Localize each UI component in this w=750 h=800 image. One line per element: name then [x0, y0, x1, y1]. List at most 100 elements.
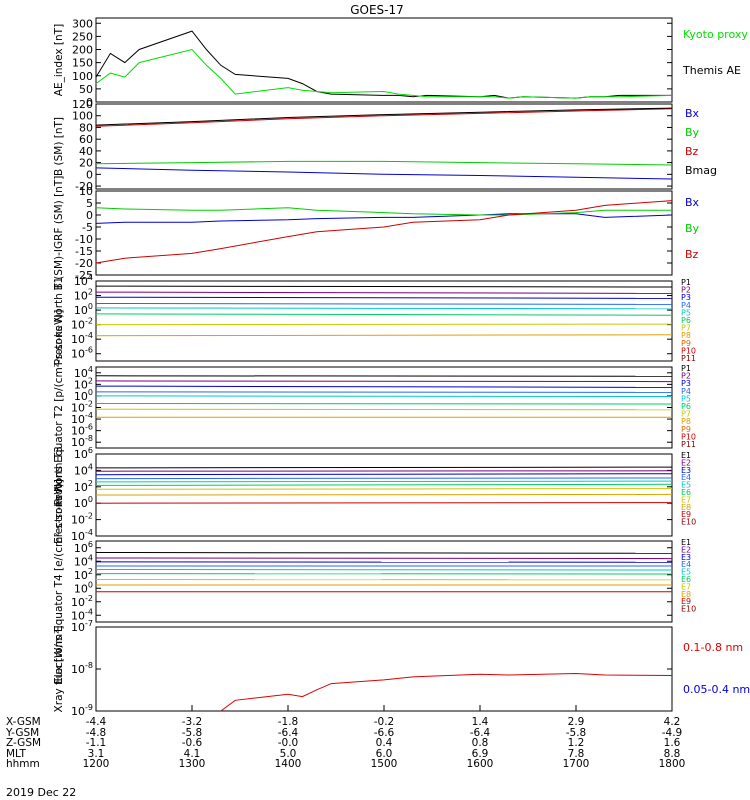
- coord-row-label: MLT: [6, 748, 26, 760]
- coord-value: 1.4: [472, 716, 489, 728]
- coord-value: 4.2: [664, 716, 681, 728]
- series-line-kyoto-proxy-ae: [95, 48, 673, 99]
- legend-entry-p4: P4: [681, 387, 691, 396]
- series-line-e9: [95, 502, 673, 504]
- legend-entry-p11: P11: [681, 354, 696, 363]
- series-line-0-1-0-8-nm: [220, 672, 673, 712]
- legend-entry-kyoto-proxy-ae: Kyoto proxy AE: [683, 28, 750, 41]
- coord-value: -0.2: [374, 716, 395, 728]
- coord-value: -5.8: [182, 727, 203, 739]
- coord-value: -4.9: [662, 727, 683, 739]
- coord-value: 5.0: [280, 748, 297, 760]
- series-line-p4: [95, 391, 673, 393]
- series-line-p6: [95, 403, 673, 405]
- series-line-bx: [95, 167, 673, 180]
- y-axis-label: Electrons North T3: [53, 446, 65, 544]
- y-tick-label: -20: [75, 257, 93, 270]
- coord-value: -6.6: [374, 727, 395, 739]
- coord-value: -1.8: [278, 716, 299, 728]
- legend-entry-p11: P11: [681, 440, 696, 449]
- coord-value: -4.4: [86, 716, 107, 728]
- coord-value: 3.1: [88, 748, 105, 760]
- panel-frame: [95, 540, 673, 623]
- series-line-p8: [95, 334, 673, 337]
- series-line-p5: [95, 307, 673, 310]
- coord-value: 6.9: [472, 748, 489, 760]
- legend-entry-p9: P9: [681, 425, 691, 434]
- series-line-p4: [95, 303, 673, 305]
- legend-entry-bz: Bz: [685, 145, 699, 158]
- y-tick-label: -5: [82, 221, 93, 234]
- y-tick-label: -25: [75, 269, 93, 282]
- coord-value: 0.8: [472, 737, 489, 749]
- legend-entry-e5: E5: [681, 481, 691, 490]
- series-line-e1: [95, 466, 673, 469]
- legend-entry-e1: E1: [681, 451, 691, 460]
- series-line-p5: [95, 395, 673, 397]
- legend-entry-e7: E7: [681, 495, 691, 504]
- series-line-p1: [95, 375, 673, 377]
- legend-entry-e9: E9: [681, 597, 691, 606]
- legend-entry-p7: P7: [681, 324, 691, 333]
- coord-value: 6.0: [376, 748, 393, 760]
- footer-date: 2019 Dec 22: [6, 786, 76, 799]
- series-line-e5: [95, 569, 673, 571]
- y-axis-label: Xray flux [W/m²]: [53, 626, 65, 713]
- coord-row-label: X-GSM: [6, 716, 41, 728]
- legend-entry-p9: P9: [681, 339, 691, 348]
- time-axis: X-GSM -4.4 -3.2 -1.8 -0.2 1.4 2.9 4.2Y-GSM -4.8-…: [5, 705, 685, 770]
- panel-frame: [95, 190, 673, 276]
- series-line-e4: [95, 477, 673, 480]
- series-line-p3: [95, 296, 673, 299]
- legend-entry-by: By: [685, 222, 700, 235]
- y-axis-label: B (SM) [nT]: [53, 117, 65, 176]
- legend-entry-p7: P7: [681, 410, 691, 419]
- coord-value: 0.4: [376, 737, 393, 749]
- coord-value: -5.8: [566, 727, 587, 739]
- legend-entry-p2: P2: [681, 372, 691, 381]
- series-line-e7: [95, 488, 673, 490]
- series-line-p3: [95, 385, 673, 388]
- y-tick-label: 0: [86, 96, 93, 109]
- y-tick-label: 250: [72, 30, 93, 43]
- y-tick-label: -20: [75, 180, 93, 193]
- legend-entry-e3: E3: [681, 553, 691, 562]
- y-tick-label: 50: [79, 83, 93, 96]
- series-line-bz: [95, 108, 673, 127]
- legend-entry-e9: E9: [681, 510, 691, 519]
- legend-entry-e10: E10: [681, 605, 696, 614]
- series-line-e6: [95, 483, 673, 486]
- legend-entry-e4: E4: [681, 473, 691, 482]
- y-tick-label: 120: [72, 98, 93, 111]
- legend-entry-bmag: Bmag: [685, 164, 717, 177]
- legend-entry-e1: E1: [681, 538, 691, 547]
- series-line-by: [95, 160, 673, 166]
- coord-value: 1500: [371, 758, 398, 770]
- series-line-bmag: [95, 107, 673, 126]
- legend-entry-bx: Bx: [685, 196, 700, 209]
- series-line-e1: [95, 552, 673, 554]
- legend-entry-e6: E6: [681, 575, 691, 584]
- y-tick-label: 150: [72, 57, 93, 70]
- y-tick-label: 60: [79, 133, 93, 146]
- legend-entry-p1: P1: [681, 278, 691, 287]
- coord-value: 1.6: [664, 737, 681, 749]
- y-tick-label: -10: [75, 233, 93, 246]
- panel-frame: [95, 280, 673, 362]
- series-line-p1: [95, 285, 673, 288]
- legend-entry-p3: P3: [681, 293, 691, 302]
- series-line-e8: [95, 493, 673, 496]
- legend-entry-e2: E2: [681, 458, 691, 467]
- coord-value: 1700: [563, 758, 590, 770]
- legend-entry-p10: P10: [681, 432, 696, 441]
- y-tick-label: 20: [79, 157, 93, 170]
- legend-entry-p3: P3: [681, 379, 691, 388]
- y-axis-label: Protons Equator T2 [p/(cm²-s-sr-keV)]: [53, 310, 65, 506]
- legend-entry-e7: E7: [681, 582, 691, 591]
- coord-row-label: hhmm: [6, 758, 40, 770]
